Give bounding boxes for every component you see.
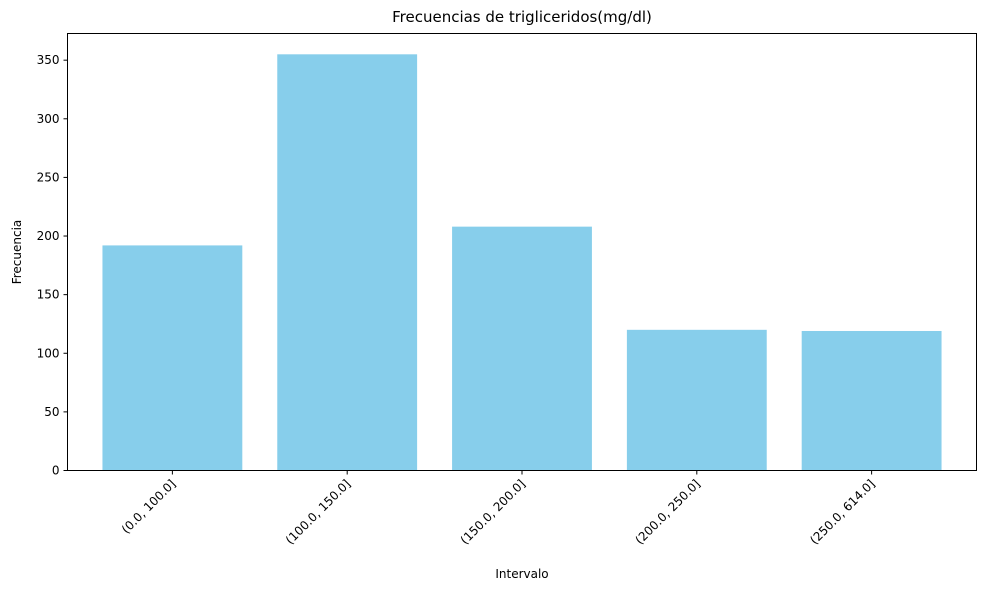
chart-title: Frecuencias de trigliceridos(mg/dl) <box>392 8 652 26</box>
bar-3 <box>626 329 767 471</box>
x-tick-label-4: (250.0, 614.0] <box>807 477 878 548</box>
bar-1 <box>277 54 418 471</box>
y-tick-label-5: 250 <box>37 170 60 184</box>
y-tick-label-2: 100 <box>37 346 60 360</box>
plot-frame <box>67 33 977 471</box>
x-tick-label-2: (150.0, 200.0] <box>458 477 529 548</box>
y-tick-label-1: 50 <box>44 405 59 419</box>
y-tick-label-3: 150 <box>37 288 60 302</box>
x-tick-label-3: (200.0, 250.0] <box>632 477 703 548</box>
x-axis-ticks: (0.0, 100.0] (100.0, 150.0] (150.0, 200.0]… <box>119 470 878 548</box>
y-tick-label-4: 200 <box>37 229 60 243</box>
y-tick-label-0: 0 <box>52 464 60 478</box>
bars-group <box>102 54 942 471</box>
y-axis-ticks: 0 50 100 150 200 250 300 350 <box>37 53 68 478</box>
bar-4 <box>801 330 942 471</box>
y-tick-label-6: 300 <box>37 112 60 126</box>
x-tick-label-0: (0.0, 100.0] <box>119 477 179 537</box>
y-axis-label: Frecuencia <box>10 220 24 285</box>
y-tick-label-7: 350 <box>37 53 60 67</box>
x-tick-label-1: (100.0, 150.0] <box>283 477 354 548</box>
x-axis-label: Intervalo <box>495 567 548 581</box>
bar-2 <box>452 226 592 471</box>
bar-0 <box>102 245 243 471</box>
